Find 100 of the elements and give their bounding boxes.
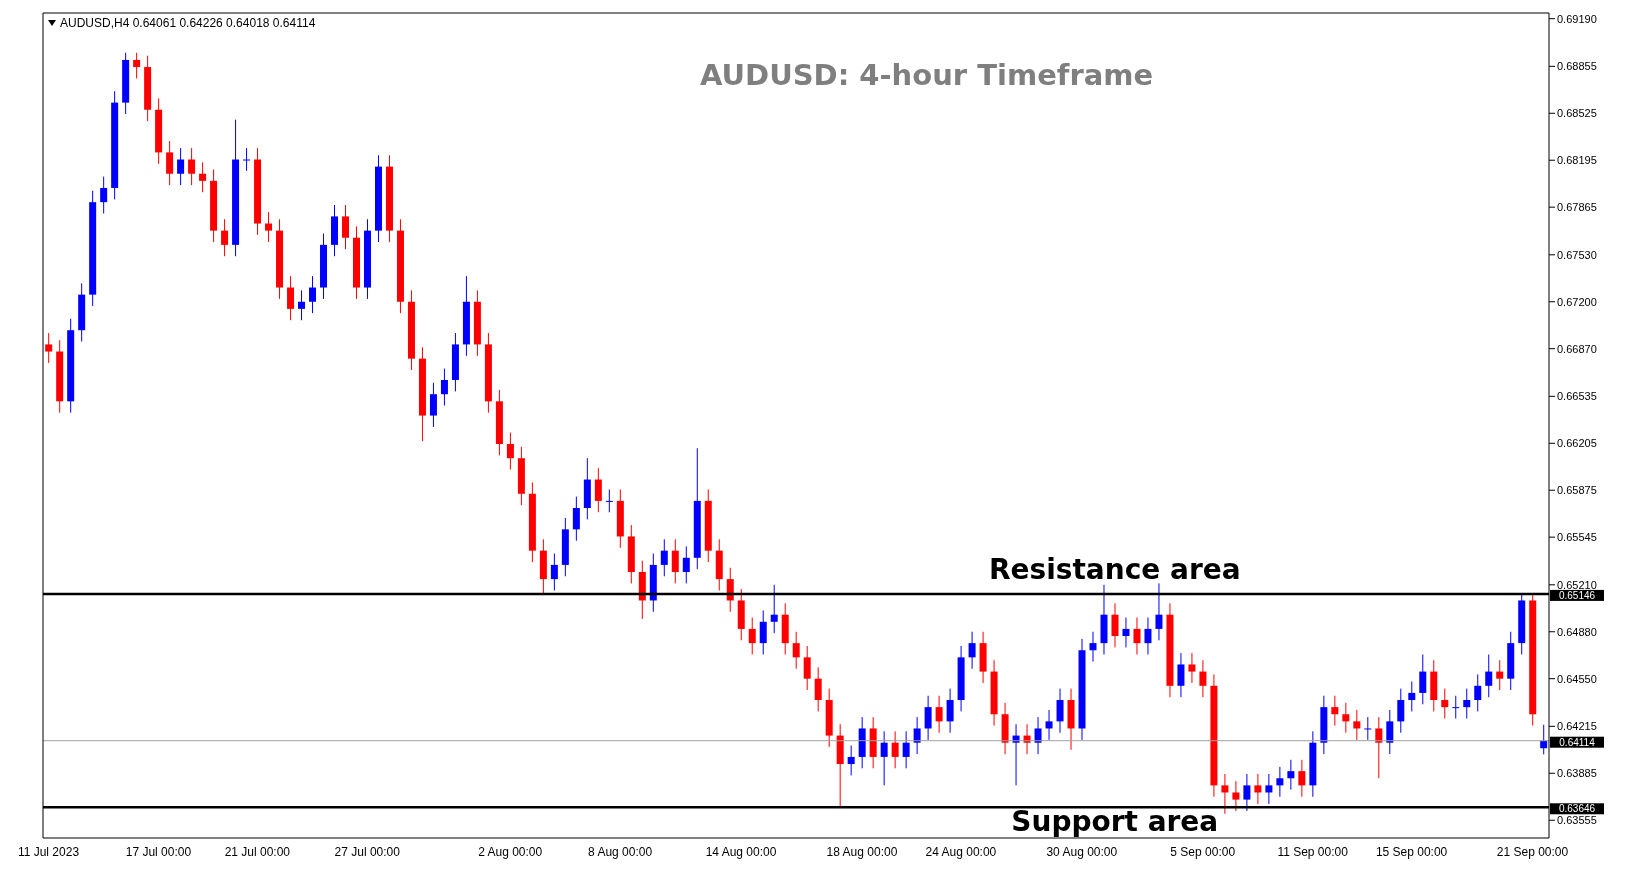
y-tick-label: 0.63555 [1557, 814, 1597, 827]
y-tick-label: 0.64550 [1557, 672, 1597, 685]
candlestick [1111, 602, 1119, 648]
candlestick [1397, 688, 1405, 734]
candlestick [550, 553, 558, 591]
candlestick [1452, 695, 1460, 720]
candlestick [265, 211, 273, 243]
candlestick [1144, 617, 1152, 656]
y-tick-label: 0.67200 [1557, 295, 1597, 308]
candlestick [660, 538, 668, 577]
candlestick [1419, 654, 1427, 705]
candlestick [1056, 688, 1064, 734]
ref-line-label: 0.63646 [1558, 803, 1596, 815]
y-tick-label: 0.67865 [1557, 201, 1597, 214]
annotation: Resistance area [988, 553, 1241, 587]
candlestick [671, 538, 679, 584]
candlestick [748, 617, 756, 656]
candlestick [1342, 702, 1350, 734]
candlestick [1177, 652, 1185, 698]
candlestick [572, 496, 580, 542]
y-tick-label: 0.68525 [1557, 107, 1597, 120]
candlestick [1232, 780, 1240, 812]
candlestick [1133, 617, 1141, 656]
candlestick [1364, 716, 1372, 741]
y-tick-label: 0.64880 [1557, 625, 1597, 638]
candlestick [803, 645, 811, 691]
candlestick [682, 545, 690, 584]
y-tick-label: 0.69190 [1557, 12, 1597, 25]
candlestick [177, 147, 185, 186]
annotation: Support area [1011, 804, 1219, 838]
candlestick [1287, 759, 1295, 791]
y-tick-label: 0.67530 [1557, 248, 1597, 261]
candlestick [1221, 773, 1229, 815]
candlestick [440, 368, 448, 407]
candlestick [880, 730, 888, 786]
candlestick [946, 688, 954, 734]
y-tick-label: 0.63885 [1557, 767, 1597, 780]
candlestick [342, 204, 349, 250]
x-tick-label: 27 Jul 00:00 [334, 845, 401, 859]
candlestick [605, 489, 613, 513]
candlestick [1463, 688, 1471, 720]
candlestick [1089, 631, 1097, 663]
candlestick [759, 609, 767, 656]
candlestick [770, 584, 778, 634]
x-tick-label: 21 Jul 00:00 [224, 845, 291, 859]
ref-line-label: 0.65146 [1558, 589, 1596, 601]
x-tick-label: 18 Aug 00:00 [826, 845, 898, 859]
candlestick [902, 730, 910, 769]
y-tick-label: 0.68855 [1557, 60, 1597, 73]
x-tick-label: 24 Aug 00:00 [925, 845, 997, 859]
x-tick-label: 15 Sep 00:00 [1375, 845, 1448, 859]
candlestick [429, 382, 437, 428]
x-tick-label: 21 Sep 00:00 [1496, 845, 1569, 859]
candlestick [968, 631, 976, 670]
candlestick [100, 176, 108, 215]
candlestick [792, 631, 800, 670]
candlestick [45, 332, 53, 364]
candlestick [1122, 617, 1130, 648]
candlestick [935, 695, 943, 734]
candlestick [1243, 773, 1251, 812]
text: AUDUSD: 4-hour Timeframe [700, 58, 1154, 92]
candlestick [1045, 709, 1053, 741]
candlestick [924, 695, 932, 741]
candlestick [1254, 773, 1262, 805]
candlestick [166, 140, 174, 186]
x-tick-label: 11 Sep 00:00 [1277, 845, 1349, 859]
candlestick [1496, 659, 1504, 691]
candlestick [1155, 582, 1163, 641]
candlestick [298, 289, 306, 321]
candlestick [1485, 654, 1493, 698]
candlestick [1034, 716, 1042, 755]
annotation: AUDUSD,H4 0.64061 0.64226 0.64018 0.64114 [60, 16, 316, 30]
y-tick-label: 0.66535 [1557, 390, 1597, 403]
candlestick [913, 716, 921, 755]
x-tick-label: 17 Jul 00:00 [125, 845, 192, 859]
y-tick-label: 0.64215 [1557, 720, 1597, 733]
candlestick [506, 432, 514, 471]
candlestick [199, 161, 207, 193]
candlestick [1188, 652, 1196, 684]
candlestick [1331, 695, 1339, 727]
candlestick [133, 52, 141, 79]
x-tick-label: 30 Aug 00:00 [1046, 845, 1118, 859]
candlestick [188, 147, 196, 186]
candlestick [594, 467, 602, 513]
candlestick [1199, 659, 1207, 698]
candlestick [1276, 766, 1284, 798]
candlestick [814, 666, 822, 712]
y-tick-label: 0.66205 [1557, 437, 1597, 450]
y-tick-label: 0.66870 [1557, 342, 1597, 355]
x-tick-label: 11 Jul 2023 [17, 845, 80, 859]
candlestick [1408, 681, 1416, 712]
candlestick [1386, 709, 1394, 755]
x-tick-label: 14 Aug 00:00 [705, 845, 777, 859]
candlestick [891, 730, 899, 769]
x-tick-label: 2 Aug 00:00 [478, 845, 543, 859]
candlestick [287, 275, 295, 321]
candlestick [309, 275, 317, 314]
candlestick [1441, 688, 1449, 720]
x-tick-label: 5 Sep 00:00 [1170, 845, 1236, 859]
candlestick [1298, 759, 1306, 798]
